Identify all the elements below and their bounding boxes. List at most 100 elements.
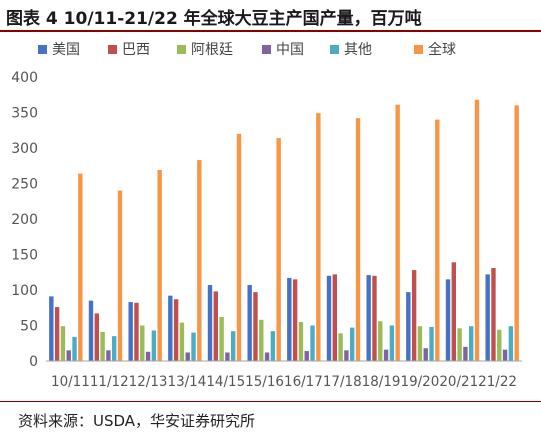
- legend-label: 巴西: [122, 42, 150, 58]
- bar: [94, 313, 99, 361]
- bar: [197, 160, 202, 361]
- bar: [497, 329, 502, 361]
- bars: [49, 99, 519, 362]
- legend-label: 其他: [344, 42, 372, 58]
- bar: [168, 295, 173, 361]
- legend-swatch: [108, 45, 117, 54]
- source-note: 资料来源：USDA，华安证券研究所: [18, 412, 256, 430]
- legend-label: 阿根廷: [191, 42, 233, 58]
- bar: [231, 331, 236, 361]
- bar: [411, 270, 417, 361]
- bar: [179, 322, 185, 361]
- legend-label: 美国: [52, 42, 80, 58]
- bar: [338, 333, 343, 361]
- x-tick-labels: 10/1111/1212/1313/1414/1515/1616/1717/18…: [51, 374, 517, 390]
- bar: [451, 262, 456, 361]
- legend-swatch: [330, 45, 339, 54]
- bar: [474, 99, 480, 361]
- bar: [366, 275, 371, 361]
- bar: [372, 275, 377, 361]
- bar: [383, 349, 389, 361]
- bar: [485, 274, 490, 361]
- bar: [316, 113, 321, 362]
- bar: [508, 326, 514, 361]
- legend-label: 全球: [428, 41, 456, 58]
- bar: [128, 302, 133, 361]
- bar: [185, 352, 190, 361]
- bar: [157, 170, 162, 361]
- bar: [445, 279, 451, 361]
- y-tick-label: 150: [11, 248, 38, 264]
- bar: [350, 327, 355, 361]
- bar: [49, 296, 54, 361]
- legend-swatch: [262, 45, 271, 54]
- bar: [514, 105, 519, 362]
- bar: [253, 292, 258, 361]
- bar: [213, 291, 218, 361]
- bar: [304, 351, 309, 361]
- bar: [145, 351, 151, 361]
- bar: [112, 336, 117, 361]
- bar: [287, 277, 292, 361]
- bar: [429, 326, 434, 361]
- bar: [247, 285, 252, 361]
- bar: [491, 267, 496, 361]
- legend-swatch: [38, 45, 47, 54]
- title-divider: [0, 30, 541, 32]
- bar: [502, 349, 508, 361]
- bar: [355, 118, 361, 362]
- bar: [259, 319, 264, 361]
- bar: [88, 300, 94, 361]
- bar: [270, 331, 276, 361]
- bar: [344, 350, 349, 361]
- bar: [264, 352, 270, 361]
- legend-swatch: [177, 45, 186, 54]
- bar: [66, 350, 71, 361]
- y-tick-label: 400: [11, 70, 38, 86]
- legend-label: 中国: [276, 42, 304, 58]
- bar: [219, 316, 224, 361]
- bar: [395, 104, 400, 361]
- bar: [72, 336, 77, 361]
- bar: [332, 274, 337, 361]
- bar: [207, 285, 213, 361]
- y-tick-label: 200: [11, 212, 38, 228]
- y-axis: 0 50 100 150 200 250 300 350 400: [11, 70, 38, 370]
- bar: [389, 325, 395, 361]
- bar: [78, 173, 83, 361]
- bar: [326, 275, 332, 361]
- bar: [469, 326, 474, 361]
- bar: [236, 133, 242, 361]
- legend-swatch: [414, 45, 423, 54]
- bar: [134, 302, 139, 361]
- bar: [276, 138, 281, 361]
- bar: [423, 348, 428, 361]
- bar: [117, 190, 123, 361]
- bar: [106, 350, 111, 361]
- bar: [54, 307, 60, 361]
- bar: [292, 279, 298, 361]
- legend: 美国 巴西 阿根廷 中国 其他 全球: [38, 41, 456, 58]
- y-tick-label: 350: [11, 106, 38, 122]
- bar: [60, 326, 66, 361]
- bar: [151, 330, 157, 361]
- bar: [298, 321, 304, 361]
- bar: [225, 352, 230, 361]
- bar: [310, 325, 315, 361]
- bar: [457, 328, 462, 361]
- bar: [435, 119, 440, 361]
- chart-title: 图表 4 10/11-21/22 年全球大豆主产国产量，百万吨: [6, 9, 422, 29]
- bar: [191, 332, 196, 361]
- bar: [417, 326, 423, 361]
- bar: [173, 299, 179, 361]
- bar: [100, 331, 105, 361]
- source-divider: [0, 401, 541, 402]
- soybean-production-chart: 美国 巴西 阿根廷 中国 其他 全球 0 50 100 150 200 250 300 350 400 1…: [11, 41, 522, 390]
- y-tick-label: 300: [11, 141, 38, 157]
- y-tick-label: 250: [11, 177, 38, 193]
- bar: [140, 325, 145, 361]
- bar: [406, 292, 411, 361]
- y-tick-label: 0: [29, 354, 38, 370]
- bar: [378, 321, 383, 361]
- y-tick-label: 100: [11, 283, 38, 299]
